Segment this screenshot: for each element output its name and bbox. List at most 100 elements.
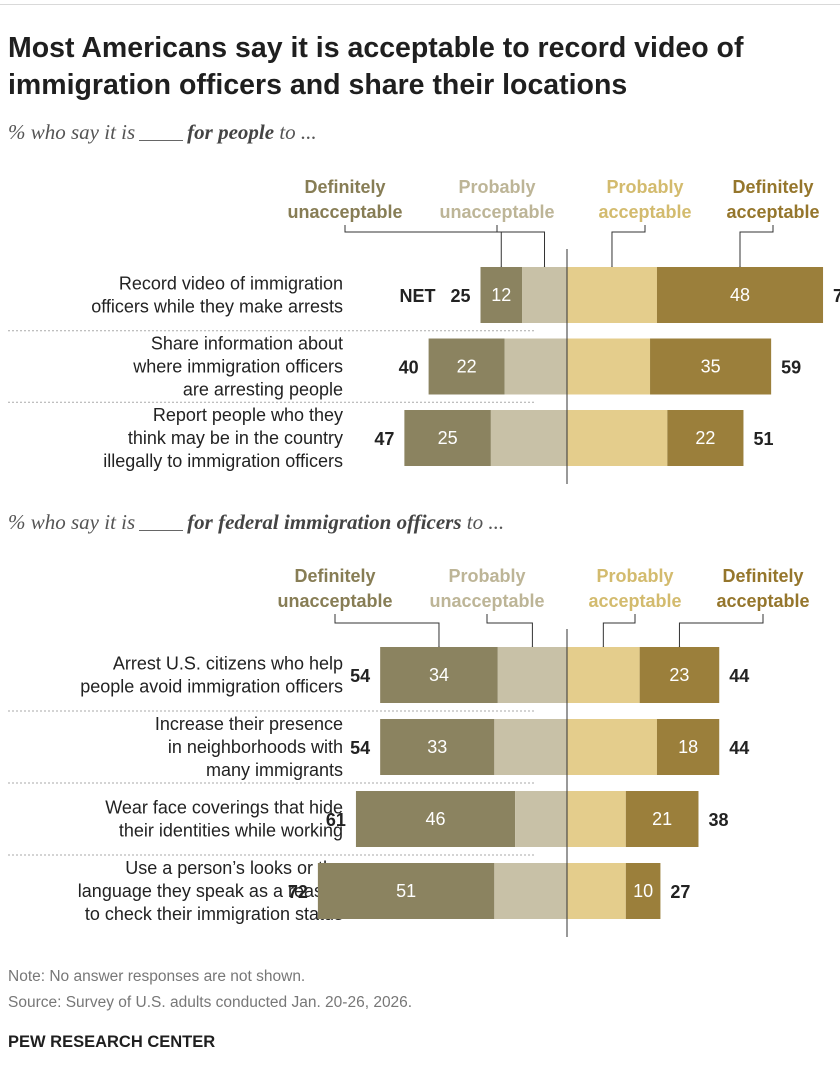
net-acceptable-label: 44 xyxy=(729,666,749,686)
source: Source: Survey of U.S. adults conducted … xyxy=(8,994,413,1011)
legend-label: acceptable xyxy=(598,202,691,222)
bar-probably-acceptable xyxy=(567,791,626,847)
bar-probably-unacceptable xyxy=(497,647,567,703)
bar-value-label: 25 xyxy=(438,428,458,448)
net-unacceptable-label: 54 xyxy=(350,738,370,758)
legend-connector xyxy=(496,225,546,270)
legend-connector xyxy=(486,614,533,650)
subtitle-officers-emphasis: for federal immigration officers xyxy=(187,510,462,534)
bar-probably-unacceptable xyxy=(490,410,567,466)
bar-definitely-acceptable xyxy=(667,410,744,466)
subtitle-officers: % who say it is for federal immigration o… xyxy=(8,510,504,535)
category-label: Increase their presence xyxy=(155,714,343,734)
bar-value-label: 23 xyxy=(669,665,689,685)
top-rule xyxy=(0,4,840,5)
legend-label: unacceptable xyxy=(277,591,392,611)
bar-value-label: 33 xyxy=(427,737,447,757)
category-label: Report people who they xyxy=(153,405,343,425)
net-caption: NET xyxy=(400,286,436,306)
subtitle-people: % who say it is for people to ... xyxy=(8,120,317,145)
category-label: officers while they make arrests xyxy=(91,297,343,317)
category-label: illegally to immigration officers xyxy=(103,451,343,471)
bar-value-label: 10 xyxy=(633,881,653,901)
legend-connector xyxy=(611,225,646,270)
legend-label: Probably xyxy=(596,566,673,586)
bar-definitely-unacceptable xyxy=(380,719,495,775)
net-unacceptable-label: 54 xyxy=(350,666,370,686)
subtitle-officers-prefix: % who say it is xyxy=(8,510,136,534)
bar-probably-acceptable xyxy=(567,719,657,775)
legend-label: unacceptable xyxy=(429,591,544,611)
legend-label: Definitely xyxy=(732,177,813,197)
bar-definitely-unacceptable xyxy=(404,410,491,466)
bar-value-label: 22 xyxy=(457,357,477,377)
bar-definitely-acceptable xyxy=(639,647,720,703)
legend-label: acceptable xyxy=(726,202,819,222)
net-unacceptable-label: 40 xyxy=(399,358,419,378)
category-label: Record video of immigration xyxy=(119,274,343,294)
category-label: think may be in the country xyxy=(128,428,343,448)
category-label: where immigration officers xyxy=(132,357,343,377)
bar-definitely-acceptable xyxy=(650,338,772,395)
bar-definitely-unacceptable xyxy=(317,863,495,919)
bar-value-label: 22 xyxy=(695,428,715,448)
category-label: Arrest U.S. citizens who help xyxy=(113,654,343,674)
chart-officers: Definitely unacceptable Probably unacceptab… xyxy=(8,566,810,937)
legend-label: Definitely xyxy=(294,566,375,586)
legend-label: Definitely xyxy=(722,566,803,586)
subtitle-people-suffix: to ... xyxy=(279,120,317,144)
net-acceptable-label: 74 xyxy=(833,286,840,306)
net-unacceptable-label: 72 xyxy=(288,882,308,902)
bar-value-label: 18 xyxy=(678,737,698,757)
note: Note: No answer responses are not shown. xyxy=(8,968,306,985)
net-unacceptable-label: 47 xyxy=(374,429,394,449)
bar-probably-unacceptable xyxy=(494,863,567,919)
bar-definitely-acceptable xyxy=(656,267,824,323)
net-acceptable-label: 59 xyxy=(781,358,801,378)
bar-value-label: 48 xyxy=(730,285,750,305)
category-label: to check their immigration status xyxy=(85,904,343,924)
bar-probably-acceptable xyxy=(567,410,668,466)
bar-definitely-unacceptable xyxy=(380,647,498,703)
legend-label: Probably xyxy=(448,566,525,586)
bar-value-label: 51 xyxy=(396,881,416,901)
bar-probably-acceptable xyxy=(567,647,640,703)
bar-probably-acceptable xyxy=(567,267,657,323)
bar-definitely-unacceptable xyxy=(428,338,505,395)
legend-connector xyxy=(739,225,774,270)
chart-people: Definitely unacceptable Probably unacceptab… xyxy=(8,177,840,484)
bar-probably-unacceptable xyxy=(522,267,567,323)
net-unacceptable-label: 61 xyxy=(326,810,346,830)
bar-definitely-acceptable xyxy=(656,719,720,775)
legend-connector xyxy=(602,614,636,650)
category-label: their identities while working xyxy=(119,821,343,841)
category-label: Wear face coverings that hide xyxy=(105,798,343,818)
bar-probably-unacceptable xyxy=(504,338,567,395)
chart-title: Most Americans say it is acceptable to r… xyxy=(8,32,744,101)
legend-label: acceptable xyxy=(588,591,681,611)
legend-label: unacceptable xyxy=(439,202,554,222)
bar-definitely-unacceptable xyxy=(480,267,523,323)
brand-label: PEW RESEARCH CENTER xyxy=(8,1033,216,1051)
legend-label: Probably xyxy=(606,177,683,197)
subtitle-blank xyxy=(139,530,184,531)
subtitle-officers-suffix: to ... xyxy=(466,510,505,534)
bar-probably-unacceptable xyxy=(494,719,567,775)
category-label: people avoid immigration officers xyxy=(80,677,343,697)
category-label: are arresting people xyxy=(183,380,343,400)
legend-label: unacceptable xyxy=(287,202,402,222)
bar-value-label: 12 xyxy=(491,285,511,305)
legend-connector xyxy=(678,614,764,650)
net-acceptable-label: 38 xyxy=(708,810,728,830)
bar-value-label: 34 xyxy=(429,665,449,685)
bar-probably-unacceptable xyxy=(515,791,567,847)
legend-label: Probably xyxy=(458,177,535,197)
subtitle-people-emphasis: for people xyxy=(187,120,275,144)
subtitle-blank xyxy=(139,140,184,141)
subtitle-people-prefix: % who say it is xyxy=(8,120,136,144)
category-label: Use a person’s looks or the xyxy=(125,858,343,878)
bar-probably-acceptable xyxy=(567,338,651,395)
category-label: many immigrants xyxy=(206,760,343,780)
bar-definitely-acceptable xyxy=(625,863,661,919)
bar-value-label: 21 xyxy=(652,809,672,829)
